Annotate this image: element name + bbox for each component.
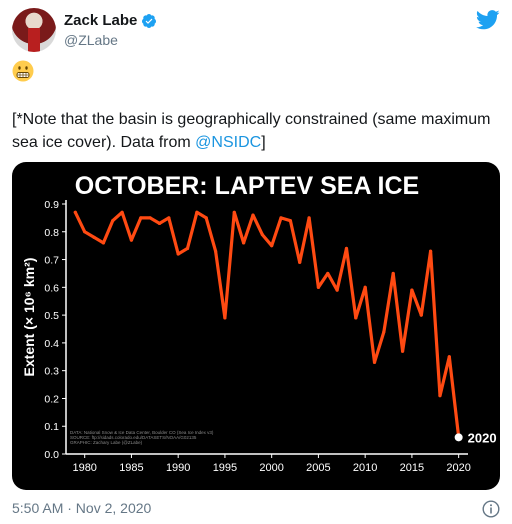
- data-point: [400, 349, 405, 353]
- data-point: [83, 230, 87, 234]
- data-point: [232, 210, 236, 214]
- y-tick-label: 0.4: [44, 338, 59, 350]
- data-point: [167, 216, 171, 220]
- y-tick-label: 0.1: [44, 421, 59, 433]
- x-tick-label: 2000: [259, 462, 283, 474]
- credit-line: SOURCE: ftp://sidads.colorado.edu/DATASE…: [70, 435, 197, 440]
- chart-marks: 2020: [73, 210, 497, 445]
- verified-badge-icon: [142, 13, 157, 28]
- data-point: [447, 355, 451, 359]
- x-tick-label: 2005: [306, 462, 330, 474]
- data-point: [111, 219, 115, 223]
- data-point: [251, 213, 255, 217]
- user-name[interactable]: Zack Labe: [64, 12, 138, 29]
- tweet-timestamp[interactable]: 5:50 AM · Nov 2, 2020: [12, 500, 152, 516]
- x-tick-label: 2015: [400, 462, 424, 474]
- data-point: [454, 433, 463, 442]
- y-tick-label: 0.2: [44, 393, 59, 405]
- chart-axes: 0.0 0.1 0.2 0.3 0.4 0.5 0.6 0.7 0.8 0.9 1980 1985 19…: [44, 199, 471, 474]
- y-tick-label: 0.3: [44, 366, 59, 378]
- data-point: [307, 216, 311, 220]
- y-axis-label: Extent (× 10⁶ km²): [21, 258, 37, 377]
- data-point: [326, 271, 330, 276]
- credit-line: DATA: National Snow & Ice Data Center, B…: [70, 430, 214, 435]
- chart-title: OCTOBER: LAPTEV SEA ICE: [75, 172, 419, 200]
- data-point: [354, 316, 358, 320]
- data-point: [213, 249, 218, 253]
- data-point: [260, 232, 264, 237]
- y-tick-label: 0.6: [44, 282, 59, 294]
- y-tick-label: 0.8: [44, 227, 59, 239]
- data-point: [270, 244, 274, 248]
- annotation-label: 2020: [468, 430, 497, 445]
- y-tick-label: 0.0: [44, 449, 59, 461]
- twitter-bird-icon[interactable]: [476, 10, 500, 30]
- x-tick-label: 1980: [72, 462, 96, 474]
- data-point: [139, 216, 143, 220]
- data-point: [176, 252, 180, 256]
- credit-line: GRAPHIC: Zachary Labe (@ZLabe): [70, 440, 143, 445]
- data-point: [242, 241, 246, 245]
- y-tick-label: 0.9: [44, 199, 59, 211]
- data-point: [382, 330, 386, 334]
- chart-credits: DATA: National Snow & Ice Data Center, B…: [70, 430, 214, 445]
- data-point: [129, 238, 134, 242]
- mention-link[interactable]: @NSIDC: [195, 134, 262, 151]
- avatar[interactable]: [12, 8, 56, 52]
- data-point: [148, 216, 152, 220]
- data-point: [335, 288, 339, 292]
- data-point: [316, 285, 321, 289]
- data-point: [298, 260, 302, 264]
- data-point: [419, 313, 423, 317]
- sea-ice-chart: OCTOBER: LAPTEV SEA ICE Extent (× 10⁶ km…: [21, 172, 497, 474]
- data-point: [92, 235, 96, 239]
- series-line: [73, 210, 461, 439]
- data-point: [157, 221, 162, 226]
- data-point: [372, 360, 377, 364]
- tweet-text-end: ]: [261, 134, 266, 151]
- data-point: [185, 246, 190, 251]
- y-tick-label: 0.5: [44, 310, 59, 322]
- data-point: [73, 210, 77, 214]
- data-point: [223, 316, 227, 320]
- x-tick-label: 1995: [213, 462, 237, 474]
- data-point: [279, 216, 283, 220]
- x-tick-label: 2020: [446, 462, 470, 474]
- x-tick-label: 2010: [353, 462, 377, 474]
- grimacing-face-icon: [12, 60, 34, 82]
- data-point: [120, 210, 124, 214]
- data-point: [391, 271, 395, 276]
- user-info: Zack Labe @ZLabe: [64, 12, 157, 48]
- name-row: Zack Labe: [64, 12, 157, 29]
- data-point: [429, 249, 433, 253]
- y-tick-label: 0.7: [44, 255, 59, 267]
- data-point: [204, 216, 208, 220]
- x-tick-label: 1990: [166, 462, 190, 474]
- tweet-text: [*Note that the basin is geographically …: [12, 108, 502, 154]
- tweet-text-body: [*Note that the basin is geographically …: [12, 111, 491, 151]
- data-point: [288, 219, 292, 223]
- data-point: [344, 246, 349, 251]
- data-point: [363, 285, 367, 289]
- data-point: [195, 210, 199, 214]
- data-point: [101, 241, 105, 245]
- tweet-media[interactable]: OCTOBER: LAPTEV SEA ICE Extent (× 10⁶ km…: [12, 162, 500, 490]
- tweet-header: Zack Labe @ZLabe: [12, 8, 502, 56]
- info-icon[interactable]: [482, 500, 500, 518]
- data-point: [438, 394, 442, 398]
- data-point: [410, 288, 414, 292]
- user-handle[interactable]: @ZLabe: [64, 32, 118, 48]
- x-tick-label: 1985: [119, 462, 143, 474]
